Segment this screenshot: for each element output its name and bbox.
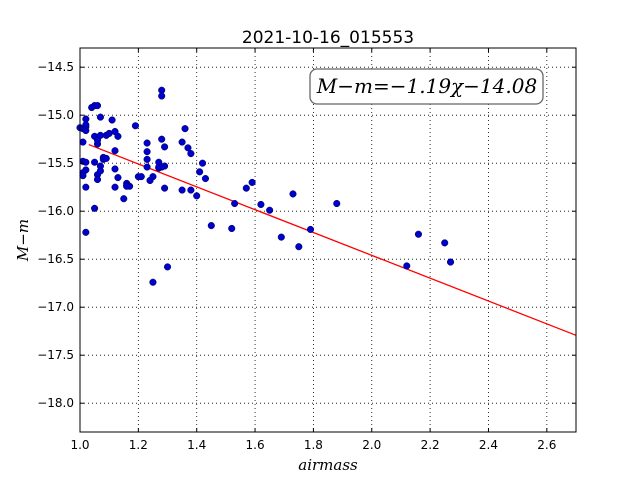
data-point xyxy=(149,278,157,286)
data-point xyxy=(231,199,239,208)
data-point xyxy=(161,143,169,151)
y-tick-label: −14.5 xyxy=(37,60,74,74)
data-point xyxy=(82,121,90,129)
data-point xyxy=(196,168,204,176)
data-point xyxy=(82,228,90,236)
y-axis-label: M−m xyxy=(14,219,32,262)
data-point xyxy=(96,167,104,175)
data-point xyxy=(187,186,195,194)
chart-title: 2021-10-16_015553 xyxy=(242,28,414,48)
data-point xyxy=(201,175,210,183)
data-point xyxy=(79,172,87,180)
data-point xyxy=(414,230,422,238)
x-tick-label: 2.2 xyxy=(421,438,440,452)
data-point xyxy=(131,122,139,130)
data-point xyxy=(289,190,297,198)
y-tick-label: −17.0 xyxy=(37,300,74,314)
data-point xyxy=(93,175,102,184)
data-point xyxy=(178,186,186,194)
y-tick-label: −15.5 xyxy=(37,156,74,170)
x-tick-label: 2.6 xyxy=(537,438,556,452)
x-tick-label: 1.8 xyxy=(304,438,323,452)
data-point xyxy=(114,132,122,140)
data-point xyxy=(178,138,186,146)
x-tick-label: 1.0 xyxy=(70,438,89,452)
data-point xyxy=(143,139,151,147)
data-point xyxy=(187,150,195,158)
x-tick-label: 1.2 xyxy=(129,438,148,452)
x-tick-label: 1.4 xyxy=(187,438,206,452)
data-point xyxy=(257,200,265,209)
y-tick-label: −16.5 xyxy=(37,252,74,266)
data-point xyxy=(277,233,285,241)
x-axis-label: airmass xyxy=(298,456,358,474)
data-point xyxy=(143,163,151,171)
data-point xyxy=(143,148,151,156)
data-point xyxy=(82,158,90,166)
data-point xyxy=(155,163,163,171)
data-point xyxy=(137,173,145,181)
data-point xyxy=(193,192,201,200)
data-point xyxy=(163,263,172,271)
x-tick-label: 1.6 xyxy=(246,438,265,452)
fit-line-layer xyxy=(88,143,577,336)
fit-annotation: M−m=−1.19χ−14.08 xyxy=(316,74,537,98)
data-point xyxy=(441,239,449,247)
data-point xyxy=(158,92,166,100)
fit-line xyxy=(88,143,577,336)
data-point xyxy=(111,165,119,173)
data-point xyxy=(295,243,303,251)
data-point xyxy=(149,173,157,181)
data-point xyxy=(108,116,116,124)
data-point xyxy=(158,135,166,143)
data-point xyxy=(82,183,90,191)
data-point xyxy=(333,199,341,208)
data-point xyxy=(143,155,151,163)
data-point xyxy=(111,183,119,191)
data-point xyxy=(161,184,169,192)
data-point xyxy=(446,258,455,266)
data-points xyxy=(76,86,455,286)
data-point xyxy=(111,147,119,155)
data-point xyxy=(266,206,274,214)
y-tick-label: −17.5 xyxy=(37,348,74,362)
data-point xyxy=(306,225,315,233)
data-point xyxy=(93,102,102,110)
data-point xyxy=(114,174,122,182)
data-point xyxy=(403,262,411,270)
data-point xyxy=(91,158,99,166)
x-tick-label: 2.0 xyxy=(362,438,381,452)
x-tick-label: 2.4 xyxy=(479,438,498,452)
x-axis-ticks: 1.0 1.2 1.4 1.6 1.8 2.0 2.2 2.4 2.6 xyxy=(70,48,556,452)
y-tick-label: −16.0 xyxy=(37,204,74,218)
grid-lines xyxy=(79,48,576,432)
data-point xyxy=(79,138,87,146)
data-point xyxy=(123,182,131,190)
data-point xyxy=(96,113,104,121)
y-axis-ticks: −14.5 −15.0 −15.5 −16.0 −16.5 −17.0 −17.5 −18.0 xyxy=(37,60,576,410)
data-point xyxy=(91,204,99,212)
data-point xyxy=(102,154,110,162)
data-point xyxy=(184,144,192,152)
data-point xyxy=(242,184,250,192)
data-point xyxy=(248,178,256,186)
data-point xyxy=(181,125,189,133)
plot-frame xyxy=(79,47,577,433)
fit-annotation-box: M−m=−1.19χ−14.08 xyxy=(309,68,544,105)
data-point xyxy=(207,222,215,230)
y-tick-label: −18.0 xyxy=(37,396,74,410)
data-point xyxy=(228,224,236,233)
data-point xyxy=(120,195,128,203)
y-tick-label: −15.0 xyxy=(37,108,74,122)
data-point xyxy=(198,159,207,167)
